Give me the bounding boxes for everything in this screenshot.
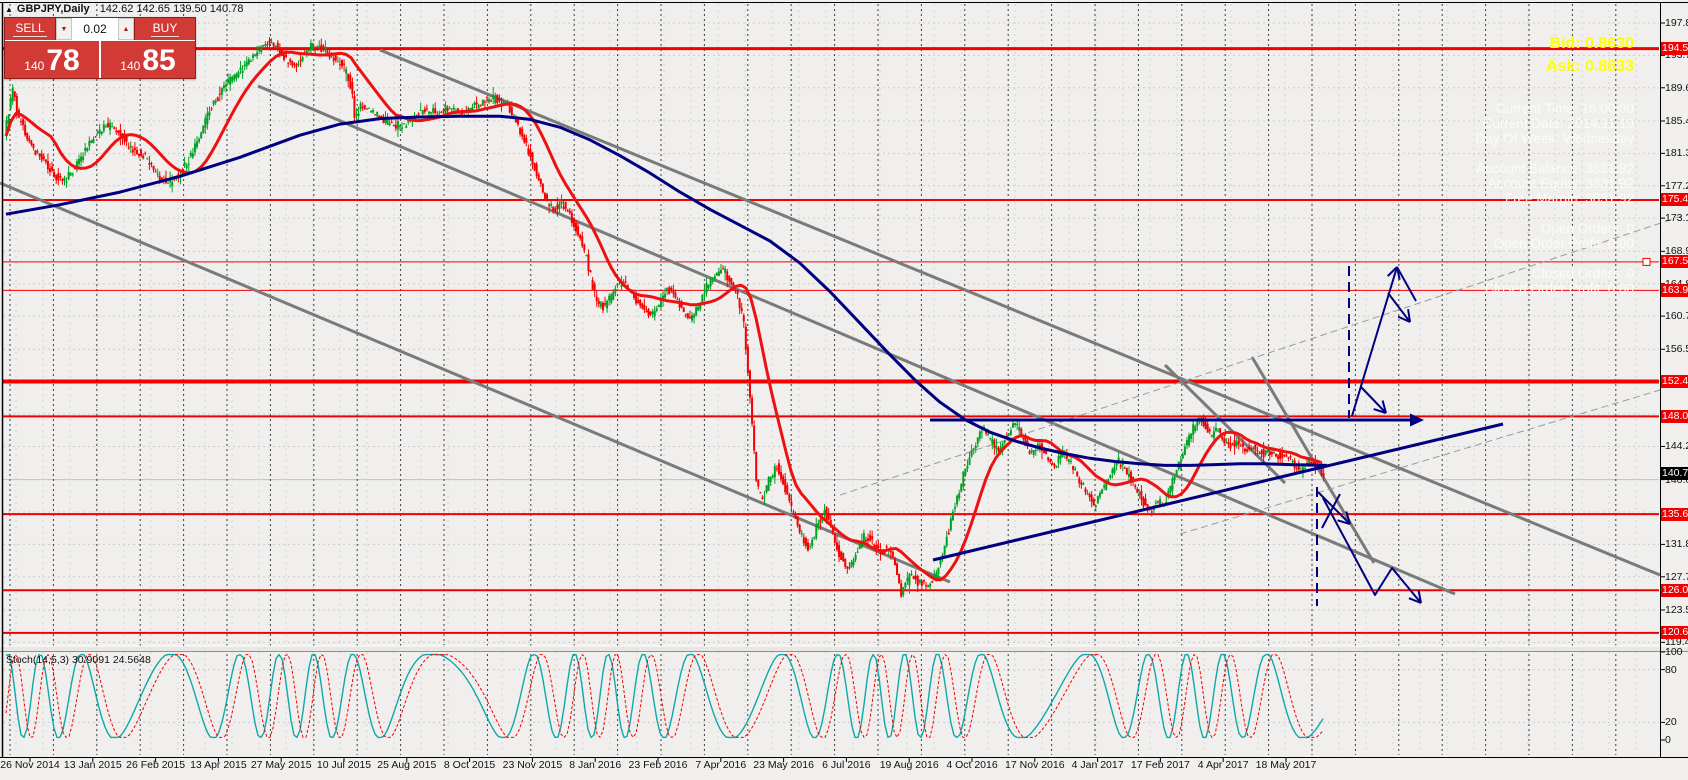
price-tick-label: 185.40 [1665,114,1688,127]
account-info-line: Account Balance: 3831.92 [1476,161,1634,176]
price-tick-label: 197.80 [1665,17,1688,29]
account-info-gap [1475,206,1634,221]
account-info-overlay: Current Time: 15:00:00 Current Date: 2014… [1475,101,1634,296]
sell-button[interactable]: SELL [5,18,55,40]
sell-price[interactable]: 140 78 [5,41,99,78]
bid-ask-overlay: Bid: 0.8630 Ask: 0.8633 [1546,32,1634,78]
price-level-lines [3,47,1659,634]
account-info-line: Closed Order Profit: 0.00 [1484,281,1634,296]
price-tick-label: 173.10 [1665,212,1688,225]
volume-stepper: ▼ 0.02 ▲ [55,18,135,40]
date-label: 18 May 2017 [1255,759,1317,771]
date-label: 25 Aug 2015 [377,759,437,771]
sell-price-small: 140 [24,59,45,73]
date-label: 17 Nov 2016 [1005,759,1065,771]
price-level-badge: 194.55 [1661,42,1688,56]
stoch-level-label: 80 [1665,663,1677,676]
candles [5,37,1325,598]
account-info-line: Open Orders: 0 [1540,221,1634,236]
projection-arrows [1316,266,1422,606]
date-label: 13 Jan 2015 [63,759,122,771]
window-icon: ▲ [5,5,13,14]
price-axis[interactable]: 197.80193.70189.60185.40181.30177.20173.… [1661,0,1688,757]
account-info-line: Account Equity: 3831.92 [1487,176,1634,191]
account-info-line: Open Order Profit: 0.00 [1493,236,1634,251]
account-info-line: Current Date: 2014.11.19 [1482,116,1634,131]
price-level-badge: 152.42 [1661,375,1688,388]
one-click-trading-panel: SELL ▼ 0.02 ▲ BUY 140 78 140 85 [4,17,196,79]
buy-price-big: 85 [142,44,176,77]
sell-price-big: 78 [46,44,80,77]
stoch-level-label: 100 [1665,646,1683,658]
grid [3,4,1659,755]
date-label: 8 Jan 2016 [569,759,622,771]
account-info-line: Closed Orders: 0 [1531,266,1634,281]
period-separators [9,4,1617,755]
date-label: 13 Apr 2015 [190,759,247,771]
stoch-level-label: 0 [1665,734,1671,746]
frame [0,2,1688,758]
volume-input[interactable]: 0.02 [72,18,118,40]
price-tick-label: 168.90 [1665,245,1688,258]
date-label: 19 Aug 2016 [879,759,939,771]
ohlc-values: 142.62 142.65 139.50 140.78 [99,3,244,15]
buy-button[interactable]: BUY [135,18,195,40]
price-level-badge: 135.63 [1661,507,1688,521]
volume-decrease-button[interactable]: ▼ [56,18,72,40]
stoch-level-label: 20 [1665,716,1677,729]
price-level-badge: 126.00 [1661,583,1688,597]
buy-price-small: 140 [120,59,141,73]
price-tick-label: 123.50 [1665,603,1688,616]
moving-averages [4,50,1328,582]
date-label: 27 May 2015 [250,759,312,771]
buy-button-label: BUY [150,21,180,37]
account-info-line: Free Margin: 3831.92 [1504,191,1634,206]
date-label: 8 Oct 2015 [443,759,496,771]
price-level-badge: 163.95 [1661,283,1688,297]
price-tick-label: 131.80 [1665,538,1688,551]
date-label: 17 Feb 2017 [1130,759,1190,771]
price-tick-label: 144.20 [1665,440,1688,453]
price-tick-label: 177.20 [1665,179,1688,192]
account-info-line: Day Of Week: Wednesday [1475,131,1634,146]
volume-increase-button[interactable]: ▲ [118,18,134,40]
account-info-gap [1475,251,1634,266]
date-label: 4 Oct 2016 [946,759,998,771]
stochastic-plot [5,653,1324,739]
symbol-info: ▲ GBPJPY,Daily 142.62 142.65 139.50 140.78 [5,3,243,15]
price-level-badge: 120.60 [1661,626,1688,640]
account-info-line: Current Time: 15:00:00 [1495,101,1634,116]
date-label: 10 Jul 2015 [316,759,372,771]
date-label: 7 Apr 2016 [695,759,747,771]
price-level-badge: 167.56 [1661,255,1688,269]
date-label: 4 Jan 2017 [1071,759,1124,771]
price-tick-label: 181.30 [1665,147,1688,160]
ask-label: Ask: 0.8633 [1545,58,1634,75]
date-label: 23 Feb 2016 [628,759,688,771]
symbol-period-label: GBPJPY,Daily [16,3,90,15]
current-price-badge: 140.78 [1661,466,1688,480]
time-axis[interactable]: 26 Nov 2014 13 Jan 2015 26 Feb 2015 13 Apr … [0,759,1688,779]
price-level-badge: 148.00 [1661,409,1688,423]
price-level-badge: 175.40 [1661,193,1688,207]
stochastic-indicator-label: Stoch(14,5,3) 30.9091 24.5648 [6,654,151,666]
bid-label: Bid: 0.8630 [1549,35,1634,52]
account-info-gap [1475,146,1634,161]
date-label: 26 Nov 2014 [0,759,60,771]
price-tick-label: 160.70 [1665,310,1688,323]
buy-price[interactable]: 140 85 [101,41,195,78]
price-tick-label: 189.60 [1665,81,1688,94]
date-label: 4 Apr 2017 [1197,759,1249,771]
price-tick-label: 127.70 [1665,570,1688,583]
date-label: 23 Nov 2015 [502,759,563,771]
axis-ticks [29,22,1665,762]
pattern-lines [930,413,1504,562]
sell-button-label: SELL [13,21,47,37]
price-tick-label: 156.50 [1665,343,1688,356]
date-label: 26 Feb 2015 [126,759,186,771]
date-label: 23 May 2016 [753,759,814,771]
date-label: 6 Jul 2016 [822,759,871,771]
